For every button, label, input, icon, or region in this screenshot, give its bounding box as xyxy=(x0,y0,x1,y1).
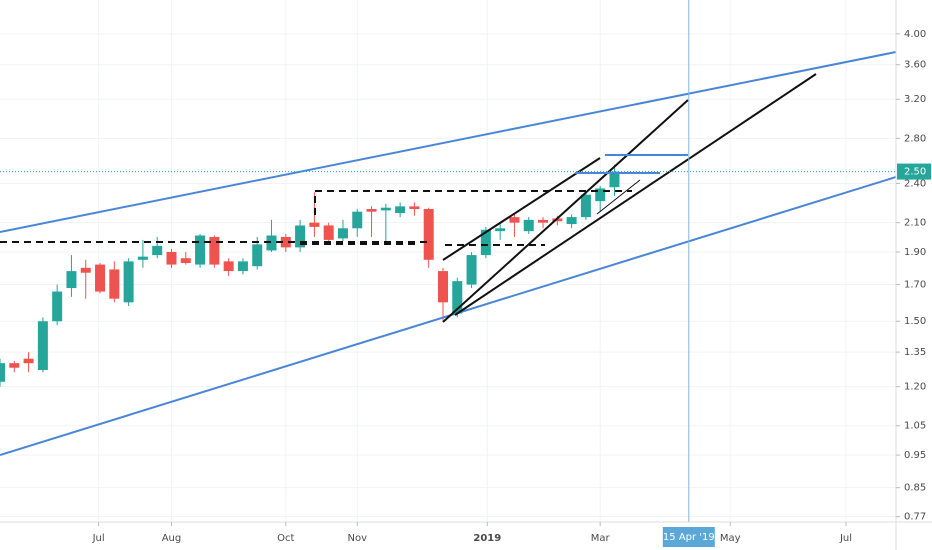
candle-body xyxy=(566,217,577,225)
candle-body xyxy=(337,228,348,239)
candle-body xyxy=(52,291,63,322)
candle-body xyxy=(509,217,520,223)
candle-body xyxy=(66,271,77,289)
candle-body xyxy=(480,229,491,256)
candle-body xyxy=(223,261,234,272)
candle-body xyxy=(595,188,606,202)
candle-body xyxy=(280,236,291,248)
candle-body xyxy=(538,219,549,223)
y-tick-label: 3.20 xyxy=(904,94,926,105)
y-tick-label: 2.40 xyxy=(904,179,926,190)
candle-body xyxy=(352,211,363,229)
last-price-box xyxy=(897,163,931,180)
candle-body xyxy=(295,225,306,248)
x-tick-label: Jul xyxy=(92,533,105,544)
y-tick-label: 2.10 xyxy=(904,218,926,229)
drawings xyxy=(0,51,896,456)
candle-body xyxy=(266,235,277,251)
trend-line xyxy=(454,73,817,316)
trend-line xyxy=(0,176,896,456)
crosshair-box xyxy=(662,527,715,547)
candle-body xyxy=(23,358,34,364)
candle-body xyxy=(366,209,377,212)
candle-body xyxy=(409,206,420,210)
trend-line xyxy=(442,157,601,261)
candle-body xyxy=(437,271,448,303)
candle-body xyxy=(137,256,148,260)
y-tick-label: 0.85 xyxy=(904,483,926,494)
trend-line xyxy=(596,179,641,215)
dashed-line xyxy=(314,190,632,215)
last-price-label: 2.50 xyxy=(904,167,926,178)
candle-body xyxy=(323,225,334,240)
y-tick-label: 0.77 xyxy=(904,512,926,523)
candle-body xyxy=(523,219,534,232)
candle-body xyxy=(209,236,220,265)
y-tick-label: 1.05 xyxy=(904,421,926,432)
crosshair-label: 15 Apr '19 xyxy=(663,532,715,543)
x-tick-label: Oct xyxy=(277,533,294,544)
candle-body xyxy=(109,269,120,299)
candle-body xyxy=(237,261,248,272)
y-tick-label: 0.95 xyxy=(904,450,926,461)
candle-body xyxy=(37,321,48,371)
grid xyxy=(0,0,896,522)
candle-body xyxy=(180,258,191,263)
x-tick-label: May xyxy=(720,533,741,544)
candle-body xyxy=(452,281,463,314)
y-tick-label: 4.00 xyxy=(904,29,926,40)
candle-body xyxy=(395,206,406,214)
candle-body xyxy=(252,244,263,267)
candle-body xyxy=(152,245,163,256)
x-tick-label: 2019 xyxy=(473,533,501,544)
y-tick-label: 1.35 xyxy=(904,347,926,358)
overlay xyxy=(0,0,896,522)
y-tick-label: 2.80 xyxy=(904,133,926,144)
x-tick-label: Aug xyxy=(162,533,182,544)
candles xyxy=(0,164,620,387)
candle-body xyxy=(580,194,591,218)
axes: 4.00 3.60 3.20 2.80 2.40 2.10 1.90 1.70 1.50 1.35… xyxy=(92,29,931,547)
candle-body xyxy=(309,222,320,227)
candle-body xyxy=(0,363,5,382)
trend-line xyxy=(442,99,689,323)
candle-body xyxy=(466,255,477,285)
y-tick-label: 1.90 xyxy=(904,247,926,258)
candle-body xyxy=(195,235,206,265)
y-tick-label: 1.70 xyxy=(904,280,926,291)
y-tick-label: 1.20 xyxy=(904,382,926,393)
y-tick-label: 3.60 xyxy=(904,60,926,71)
candle-body xyxy=(423,209,434,260)
x-tick-label: Nov xyxy=(347,533,367,544)
candle-body xyxy=(9,363,20,368)
y-tick-label: 1.50 xyxy=(904,316,926,327)
candle-body xyxy=(95,264,106,292)
candle-body xyxy=(495,228,506,232)
x-tick-label: Jul xyxy=(839,533,852,544)
candle-body xyxy=(166,251,177,265)
candle-body xyxy=(609,171,620,188)
x-tick-label: Mar xyxy=(591,533,611,544)
candle-body xyxy=(552,218,563,222)
candle-body xyxy=(380,207,391,211)
candle-body xyxy=(80,267,91,273)
candle-body xyxy=(123,261,134,303)
trend-line xyxy=(0,51,896,233)
